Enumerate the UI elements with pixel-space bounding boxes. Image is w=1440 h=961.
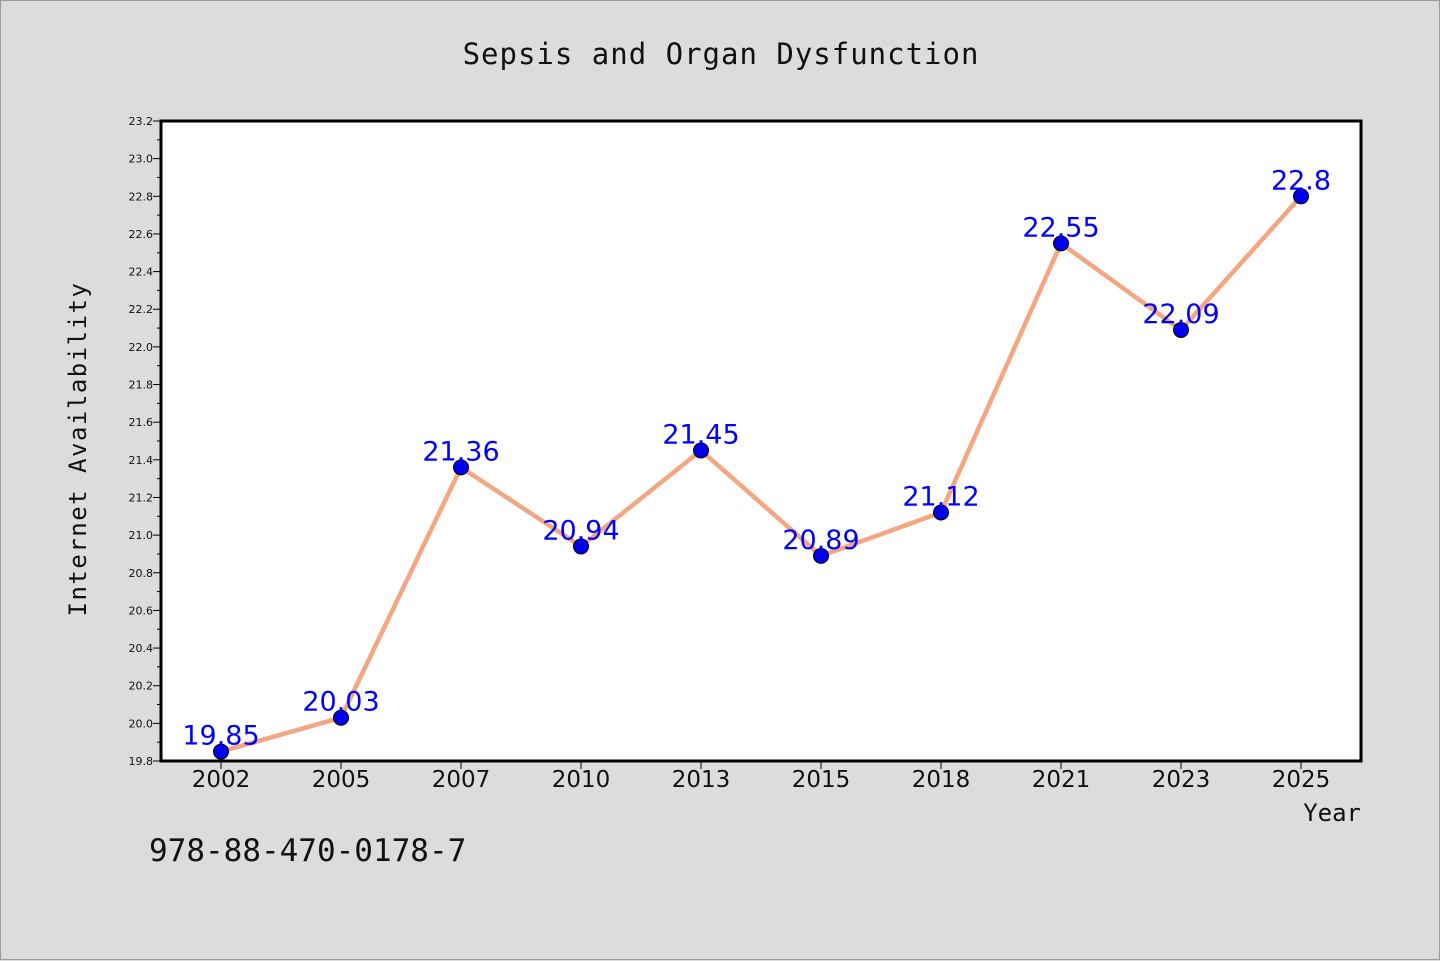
data-point	[933, 504, 949, 521]
data-label: 21.45	[662, 419, 739, 450]
data-labels: 19.85 20.03 21.36 20.94 21.45 20.89 21.12 22.55…	[182, 165, 1331, 751]
x-tick-label: 2002	[192, 767, 251, 793]
y-tick-label: 22.4	[129, 266, 154, 279]
y-tick-label: 22.6	[129, 228, 154, 241]
y-tick-label: 21.6	[129, 416, 154, 429]
y-tick-label: 23.0	[129, 153, 154, 166]
y-tick-label: 22.2	[129, 303, 154, 316]
x-tick-label: 2007	[432, 767, 491, 793]
chart-title: Sepsis and Organ Dysfunction	[463, 37, 980, 71]
data-point	[213, 743, 229, 760]
x-tick-label: 2005	[312, 767, 371, 793]
data-label: 22.55	[1022, 212, 1099, 243]
plot-area	[159, 119, 1363, 763]
data-point	[453, 459, 469, 476]
y-tick-label: 19.8	[129, 755, 154, 768]
y-tick-label: 21.0	[129, 529, 154, 542]
y-tick-label: 21.8	[129, 379, 154, 392]
data-point	[1053, 235, 1069, 252]
y-tick-label: 22.0	[129, 341, 154, 354]
x-axis-label: Year	[1303, 799, 1361, 827]
data-point	[333, 709, 349, 726]
y-tick-label: 20.6	[129, 604, 154, 617]
series-line	[218, 194, 1304, 754]
x-tick-label: 2013	[672, 767, 731, 793]
data-point	[813, 547, 829, 564]
data-label: 22.8	[1271, 165, 1331, 196]
y-tick-label: 22.8	[129, 190, 154, 203]
data-point	[573, 538, 589, 555]
y-axis: 19.8 20.0 20.2 20.4 20.6 20.8 21.0 21.2 21.4 21.6…	[129, 115, 161, 768]
y-tick-label: 20.4	[129, 642, 154, 655]
data-label: 21.12	[902, 482, 979, 513]
y-tick-label: 20.2	[129, 680, 154, 693]
y-tick-label: 20.8	[129, 567, 154, 580]
x-tick-label: 2010	[552, 767, 611, 793]
data-label: 21.36	[422, 436, 499, 467]
data-point	[1173, 321, 1189, 338]
x-tick-label: 2015	[792, 767, 851, 793]
x-tick-label: 2021	[1032, 767, 1091, 793]
data-point	[1293, 188, 1309, 205]
data-label: 19.85	[182, 721, 259, 752]
x-tick-label: 2018	[912, 767, 971, 793]
x-axis: 2002 2005 2007 2010 2013 2015 2018 2021 2023 2025	[192, 761, 1331, 793]
x-tick-label: 2025	[1272, 767, 1331, 793]
data-label: 20.03	[302, 687, 379, 718]
data-markers	[213, 188, 1309, 760]
data-label: 20.94	[542, 515, 619, 546]
y-tick-label: 20.0	[129, 717, 154, 730]
y-tick-label: 21.2	[129, 491, 154, 504]
y-axis-label: Internet Availability	[64, 282, 92, 617]
x-tick-label: 2023	[1152, 767, 1211, 793]
y-tick-label: 21.4	[129, 454, 154, 467]
isbn-label: 978-88-470-0178-7	[149, 833, 467, 869]
data-label: 20.89	[782, 525, 859, 556]
data-label: 22.09	[1142, 299, 1219, 330]
y-tick-label: 23.2	[129, 115, 154, 128]
data-point	[693, 442, 709, 459]
